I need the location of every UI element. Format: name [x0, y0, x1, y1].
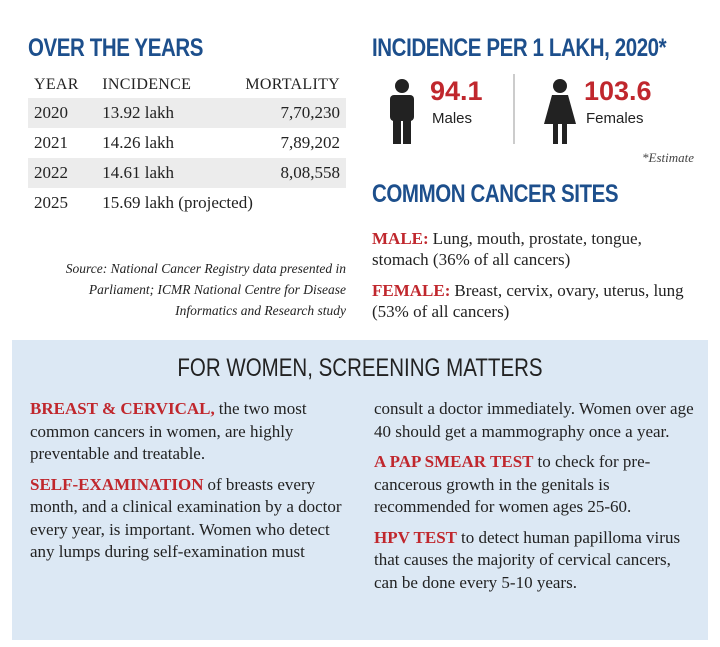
cell: 13.92 lakh: [96, 98, 218, 128]
lead: HPV TEST: [374, 527, 457, 547]
lead: BREAST & CERVICAL,: [30, 399, 215, 418]
source: Source: National Cancer Registry data pr…: [65, 261, 346, 318]
text: to detect human papilloma virus that cau…: [374, 527, 681, 592]
lead: SELF-EXAMINATION: [30, 474, 204, 494]
text: the two most common cancers in women, ar…: [30, 399, 307, 463]
cell: 7,89,202: [280, 133, 341, 152]
section-title: OVER THE YEARS: [28, 34, 204, 62]
site-item: MALE: Lung, mouth, prostate, tongue, stom…: [372, 228, 702, 270]
site-text: Breast, cervix, ovary, uterus, lung (53%…: [372, 281, 684, 321]
cell: 8,08,558: [217, 158, 346, 188]
section-title: COMMON CANCER SITES: [372, 180, 619, 208]
cell: 14.61 lakh: [96, 158, 218, 188]
female-value: 103.6: [584, 76, 652, 106]
box-title: FOR WOMEN, SCREENING MATTERS: [177, 354, 543, 382]
cell: 7,70,230: [217, 98, 346, 128]
column-header: INCIDENCE: [102, 76, 192, 93]
text: of breasts every month, and a clinical e…: [30, 399, 694, 561]
cell: 14.26 lakh: [102, 133, 175, 152]
box-text: BREAST & CERVICAL, the two most common ca…: [30, 398, 694, 638]
paragraph: BREAST & CERVICAL, the two most common ca…: [30, 398, 350, 466]
paragraph: A PAP SMEAR TEST to check for pre-cancero…: [374, 451, 694, 519]
paragraph: SELF-EXAMINATION of breasts every month, …: [30, 398, 694, 594]
text: to check for pre-cancerous growth in the…: [374, 452, 651, 516]
cell: 2022: [28, 158, 97, 188]
lead: A PAP SMEAR TEST: [374, 452, 534, 471]
cell: 2021: [34, 133, 68, 152]
column-header: YEAR: [34, 76, 79, 93]
male-value: 94.1: [430, 76, 483, 106]
note: *Estimate: [642, 150, 694, 165]
paragraph: HPV TEST to detect human papilloma virus …: [374, 527, 694, 595]
table: YEAR INCIDENCE MORTALITY 2020 13.92 lakh 7,7…: [28, 72, 346, 218]
site-item: FEMALE: Breast, cervix, ovary, uterus, lu…: [372, 280, 702, 322]
screening-box: FOR WOMEN, SCREENING MATTERS BREAST & CE…: [12, 340, 708, 640]
female-label: Females: [586, 110, 644, 127]
male-icon: [390, 79, 414, 144]
divider: [513, 74, 515, 144]
male-label: Males: [432, 110, 473, 127]
site-label: MALE:: [372, 229, 429, 248]
cell: 15.69 lakh (projected): [102, 193, 253, 212]
female-icon: [544, 79, 576, 144]
column-header: MORTALITY: [245, 76, 340, 93]
section-title: INCIDENCE PER 1 LAKH, 2020*: [372, 34, 667, 62]
site-text: Lung, mouth, prostate, tongue, stomach (…: [372, 229, 642, 269]
site-label: FEMALE:: [372, 281, 451, 300]
cell: 2025: [34, 193, 68, 212]
cell: 2020: [28, 98, 97, 128]
